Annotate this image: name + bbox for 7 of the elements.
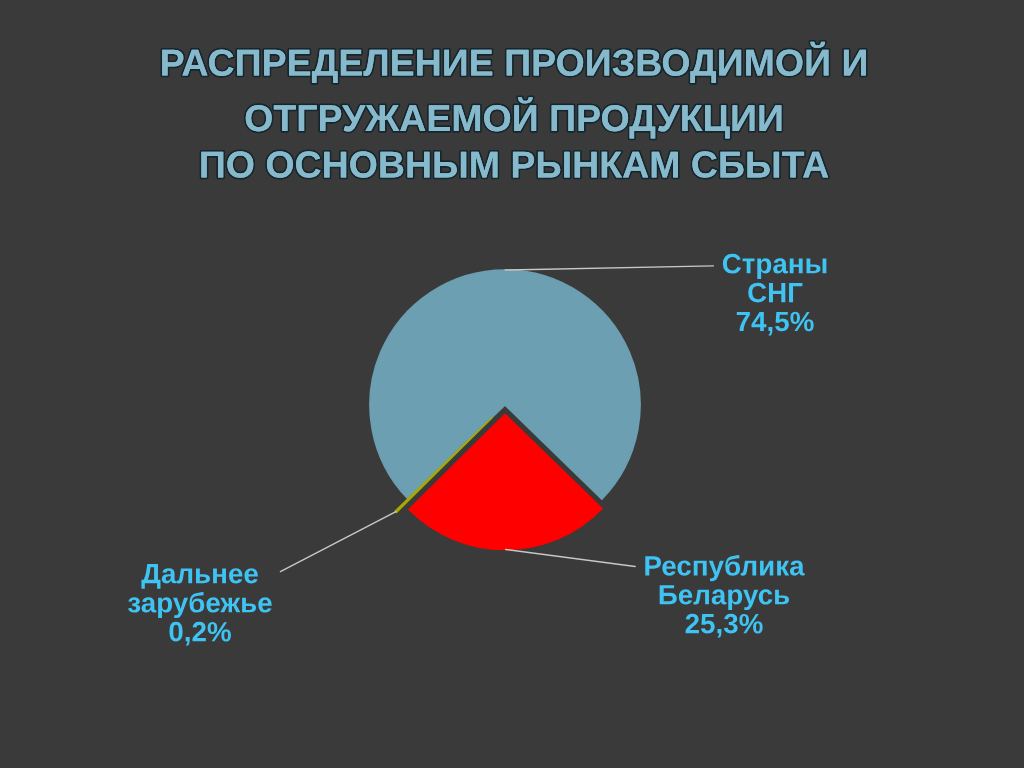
chart-title: РАСПРЕДЕЛЕНИЕ ПРОИЗВОДИМОЙ И ОТГРУЖАЕМОЙ ПРОДУКЦИИ ПО ОСНОВНЫМ РЫНКАМ СБЫТА (162, 41, 866, 178)
data-label: 74,5% (736, 311, 814, 336)
slice-label: Страны СНГ (722, 253, 827, 303)
data-label: 0,2% (169, 621, 231, 646)
slice-label: Республика Беларусь (645, 555, 805, 611)
slice-label: Дальнее зарубежье (128, 564, 272, 619)
data-label: 25,3% (685, 613, 763, 638)
